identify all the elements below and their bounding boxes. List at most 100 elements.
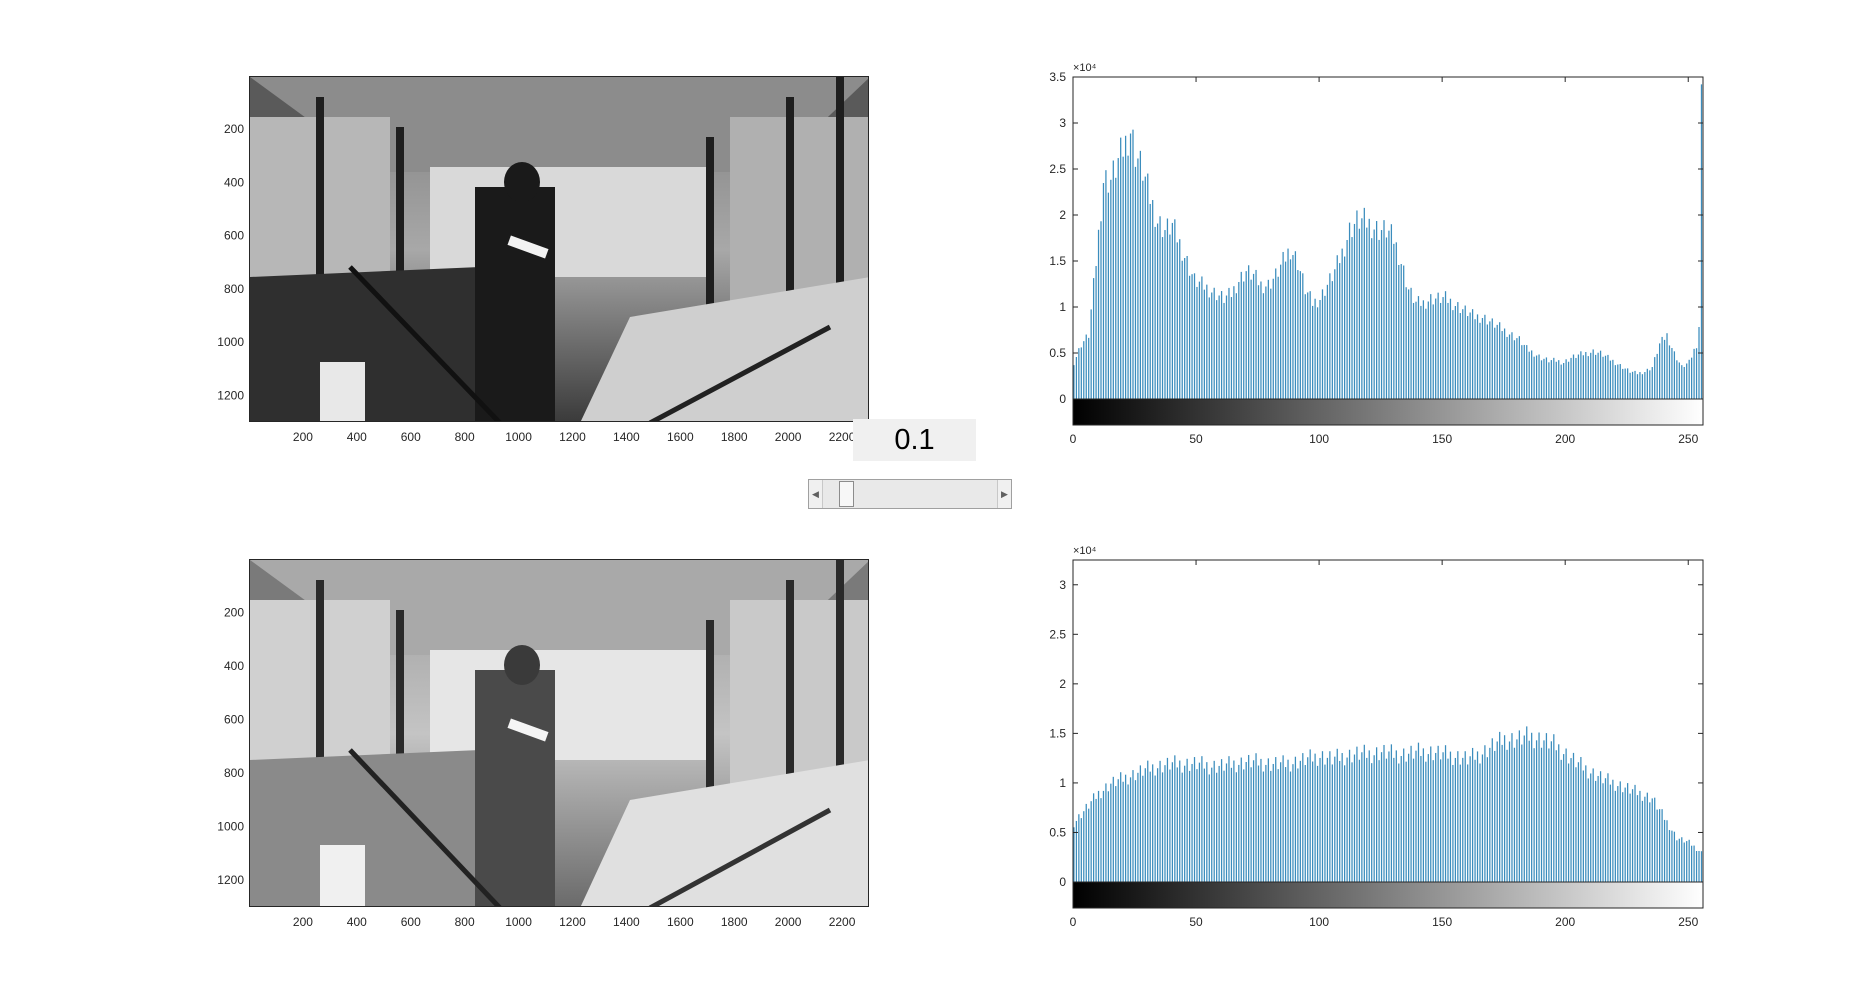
histogram-bar [1607,773,1609,882]
histogram-bar [1683,366,1685,399]
histogram-bar [1661,336,1663,399]
histogram-bar [1548,362,1550,399]
histogram-bar [1457,302,1459,399]
histogram-bar [1380,752,1383,882]
histogram-bar [1102,790,1105,882]
grayscale-colorbar [1072,881,1704,909]
histogram-bar [1107,791,1110,882]
threshold-slider[interactable]: ◀ ▶ [808,479,1012,509]
histogram-bar [1528,351,1530,399]
histogram-bar [1275,268,1277,399]
histogram-bar [1375,221,1378,399]
histogram-bar [1176,767,1178,882]
histogram-bar [1321,751,1324,882]
histogram-bar [1191,763,1193,882]
histogram-bar [1245,271,1247,399]
histogram-bar [1693,348,1695,399]
histogram-bar [1506,336,1508,399]
histogram-bar [1444,745,1447,882]
histogram-bar [1331,281,1333,399]
histogram-bar [1454,306,1457,399]
histogram-bar [1208,774,1210,882]
histogram-bar [1137,158,1139,399]
histogram-bar [1700,84,1703,400]
histogram-bar [1545,357,1548,399]
histogram-bar [1324,295,1326,399]
histogram-bar [1639,790,1641,882]
histogram-bar [1619,364,1621,399]
histogram-bar [1363,207,1365,399]
enhanced-histogram-chart: ×10⁴ 0 0.5 1 1.5 2 2.5 3 0 50 100 150 200 250 [1049,545,1704,929]
histogram-bar [1186,758,1188,882]
histogram-bar [1639,372,1641,399]
histogram-bar [1604,778,1607,882]
y-tick-label: 1.5 [1049,726,1066,740]
histogram-bar [1540,747,1543,882]
histogram-bar [1105,170,1107,399]
x-tick-label: 0 [1070,432,1077,446]
histogram-bar [1503,328,1506,399]
histogram-bar [1599,350,1602,399]
histogram-bar [1476,314,1479,399]
y-tick-label: 1200 [217,388,244,402]
histogram-bar [1636,795,1639,882]
histogram-bar [1489,747,1491,882]
histogram-bar [1235,772,1237,882]
histogram-bar [1134,166,1137,399]
histogram-bar [1489,321,1491,399]
histogram-bar [1491,318,1493,399]
histogram-bar [1380,230,1383,399]
x-tick-label: 150 [1432,915,1452,929]
histogram-bar [1161,772,1164,882]
histogram-bar [1447,758,1449,882]
slider-thumb[interactable] [839,481,855,507]
histogram-bar [1262,293,1265,399]
histogram-bar [1654,357,1656,399]
x-tick-label: 400 [347,915,367,929]
x-tick-label: 1400 [613,915,640,929]
x-tick-label: 800 [455,915,475,929]
histogram-bar [1228,756,1230,882]
histogram-bar [1097,229,1100,399]
histogram-bar [1565,748,1567,882]
histogram-bar [1422,300,1425,399]
histogram-bar [1513,747,1516,882]
histogram-bar [1233,760,1235,882]
histogram-bar [1174,755,1176,882]
slider-right-arrow-icon[interactable]: ▶ [997,480,1011,508]
y-tick-label: 3 [1059,116,1066,130]
histogram-bar [1435,298,1437,399]
histogram-bar [1129,777,1132,882]
y-tick-label: 800 [224,282,244,296]
histogram-bar [1341,248,1343,399]
histogram-bar [1292,255,1294,399]
histogram-bar [1508,334,1511,399]
histogram-bar [1299,760,1301,882]
histogram-bar [1415,301,1417,399]
histogram-bar [1407,289,1410,399]
histogram-bar [1388,230,1390,399]
histogram-bar [1599,771,1602,882]
histogram-bar [1304,294,1306,399]
histogram-bar [1668,830,1671,882]
x-tick-label: 50 [1189,432,1203,446]
histogram-bar [1501,331,1503,399]
y-tick-label: 1 [1059,776,1066,790]
histogram-bar [1420,305,1422,399]
slider-left-arrow-icon[interactable]: ◀ [809,480,823,508]
histogram-bar [1088,337,1090,399]
histogram-bar [1415,750,1417,882]
histogram-bar [1218,295,1220,399]
histogram-bar [1368,218,1370,399]
histogram-bar [1344,256,1346,399]
histogram-bar [1166,757,1169,882]
histogram-bar [1688,359,1690,399]
histogram-bar [1592,349,1594,399]
histogram-bar [1686,363,1688,399]
histogram-bar [1462,757,1464,882]
histogram-bar [1134,780,1137,882]
histogram-bar [1176,242,1178,399]
histogram-bar [1439,759,1442,882]
histogram-bar [1622,792,1624,882]
histogram-bar [1139,765,1142,882]
